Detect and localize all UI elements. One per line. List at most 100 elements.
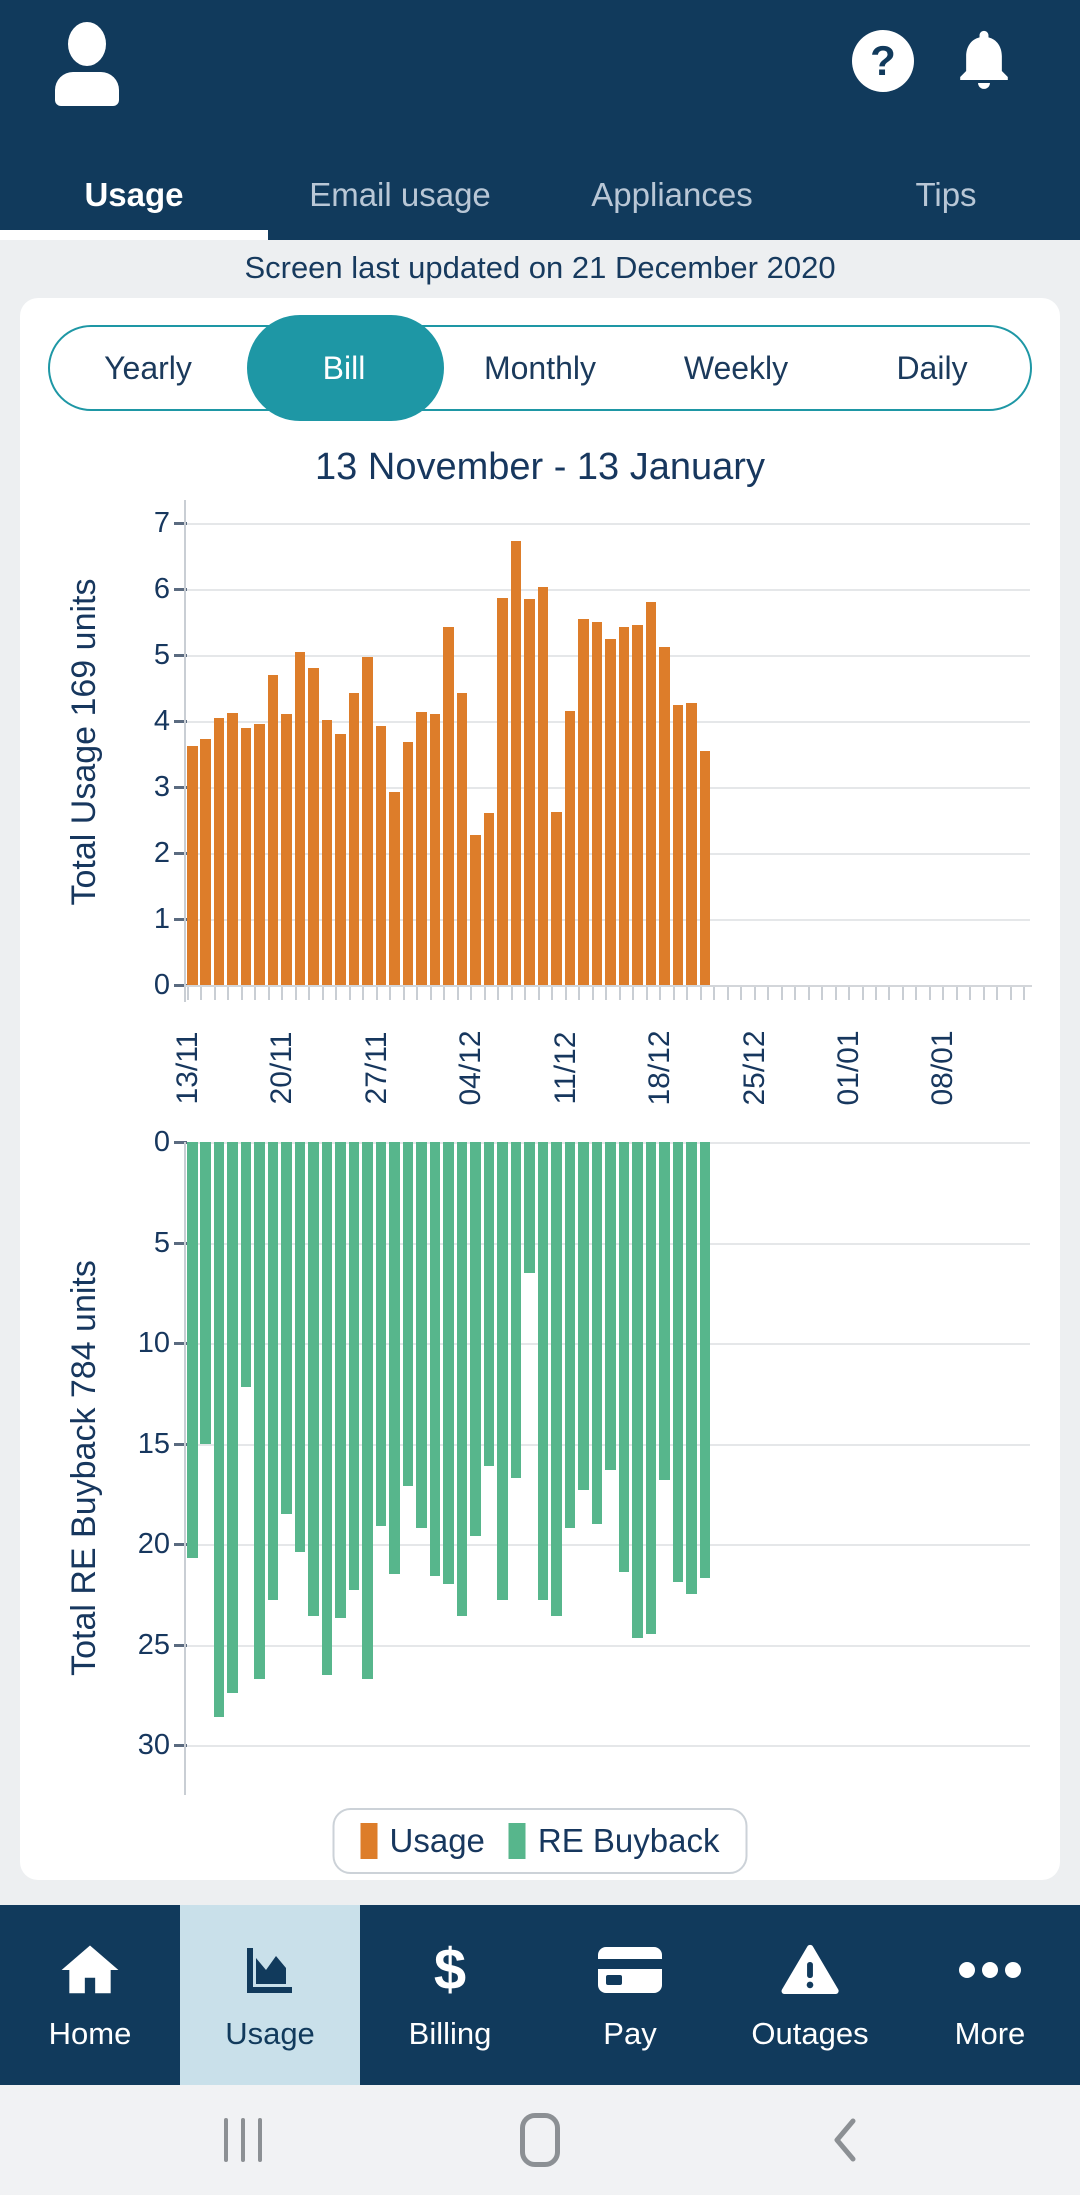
usage-bar (267, 674, 279, 985)
usage-bar (375, 726, 387, 985)
x-minor-tick (713, 987, 716, 1000)
usage-bar (294, 651, 306, 985)
bottom-y-tick-label: 15 (137, 1427, 170, 1460)
nav-item-pay[interactable]: Pay (540, 1905, 720, 2085)
usage-bar (605, 638, 616, 985)
period-option-daily[interactable]: Daily (896, 349, 968, 386)
top-y-tick-label: 7 (153, 507, 170, 539)
usage-bar (402, 742, 414, 985)
bottom-gridline (185, 1644, 1030, 1647)
home-icon (58, 1938, 122, 2002)
re-buyback-bar (605, 1142, 616, 1470)
bottom-y-tick (174, 1342, 187, 1345)
x-minor-tick (375, 987, 378, 1000)
tab-email-usage[interactable]: Email usage (309, 176, 491, 213)
period-option-weekly[interactable]: Weekly (683, 349, 789, 386)
help-icon[interactable]: ? (852, 30, 914, 92)
period-option-monthly[interactable]: Monthly (483, 349, 597, 386)
re-buyback-bar (375, 1142, 387, 1526)
bottom-y-tick (174, 1643, 187, 1647)
notifications-bell-icon[interactable] (950, 26, 1018, 94)
x-minor-tick (335, 987, 338, 1000)
last-updated-text: Screen last updated on 21 December 2020 (244, 250, 836, 285)
nav-item-more[interactable]: More (900, 1905, 1080, 2085)
usage-bar (524, 598, 535, 985)
x-minor-tick (267, 987, 270, 1000)
re-buyback-bar (187, 1142, 198, 1559)
usage-bar (551, 812, 562, 985)
bottom-y-tick (174, 1543, 187, 1546)
tab-usage[interactable]: Usage (84, 176, 184, 213)
x-minor-tick (632, 987, 635, 1000)
re-buyback-swatch (508, 1823, 526, 1859)
chart-legend: Usage RE Buyback (332, 1808, 748, 1874)
x-tick-label: 08/01 (926, 1030, 960, 1106)
period-option-yearly[interactable]: Yearly (104, 349, 192, 386)
usage-bar (632, 625, 643, 985)
usage-bar (672, 704, 684, 985)
top-y-tick-label: 5 (153, 639, 170, 671)
nav-item-usage[interactable]: Usage (180, 1905, 360, 2085)
x-minor-tick (780, 987, 783, 1000)
top-y-tick (174, 588, 187, 591)
re-buyback-bar (510, 1142, 522, 1478)
selected-tab-indicator (0, 230, 268, 240)
x-tick-label: 11/12 (548, 1031, 582, 1105)
x-minor-tick (901, 987, 904, 1000)
x-minor-tick (187, 987, 189, 1000)
re-buyback-bar (537, 1142, 549, 1601)
top-y-tick (174, 852, 187, 855)
x-minor-tick (686, 987, 689, 1000)
re-buyback-bar (321, 1142, 333, 1675)
profile-icon[interactable] (52, 22, 122, 106)
x-minor-tick (429, 987, 432, 1000)
usage-bar (645, 602, 657, 985)
re-buyback-bar (564, 1142, 576, 1528)
chart-title: 13 November - 13 January (315, 446, 765, 488)
usage-bar (470, 834, 481, 985)
top-y-tick (174, 918, 187, 921)
re-buyback-bar (699, 1142, 711, 1579)
buyback-axis-title: Total RE Buyback 784 units (65, 1260, 103, 1676)
x-minor-tick (1023, 987, 1026, 1000)
x-minor-tick (200, 987, 203, 1000)
nav-item-outages[interactable]: Outages (720, 1905, 900, 2085)
re-buyback-bar (591, 1142, 603, 1524)
usage-bar (699, 750, 711, 985)
top-y-tick (174, 654, 187, 657)
recent-apps-icon[interactable] (183, 2085, 303, 2195)
tab-appliances[interactable]: Appliances (591, 176, 753, 213)
selected-period-pill (247, 315, 444, 421)
re-buyback-bar (267, 1142, 279, 1601)
legend-item-usage: Usage (360, 1822, 485, 1860)
nav-item-billing[interactable]: $ Billing (408, 1937, 492, 2052)
x-minor-tick (699, 987, 702, 1000)
x-minor-tick (564, 987, 567, 1000)
x-minor-tick (807, 987, 810, 1000)
bottom-y-axis (184, 1142, 186, 1795)
back-icon[interactable] (785, 2085, 905, 2195)
nav-item-home[interactable]: Home (0, 1905, 180, 2085)
x-minor-tick (618, 987, 621, 1000)
x-axis-line (185, 985, 1032, 987)
x-minor-tick (1009, 987, 1012, 1000)
top-y-tick-label: 3 (153, 771, 170, 803)
x-minor-tick (497, 987, 500, 1000)
top-y-axis (184, 500, 186, 1002)
usage-bar (456, 693, 468, 985)
usage-bar (578, 618, 589, 985)
x-minor-tick (861, 987, 864, 1000)
re-buyback-bar (524, 1142, 535, 1273)
home-button-icon[interactable] (480, 2085, 600, 2195)
bottom-y-tick-label: 10 (137, 1327, 170, 1359)
x-minor-tick (672, 987, 675, 1000)
credit-card-icon (598, 1938, 662, 2002)
x-tick-label: 25/12 (737, 1030, 771, 1106)
tab-tips[interactable]: Tips (915, 176, 977, 213)
x-minor-tick (794, 987, 797, 1000)
x-minor-tick (402, 987, 405, 1000)
top-tab-bar: Usage Email usage Appliances Tips (0, 150, 1080, 240)
period-option-bill[interactable]: Bill (322, 349, 366, 386)
top-y-tick-label: 2 (153, 837, 170, 869)
